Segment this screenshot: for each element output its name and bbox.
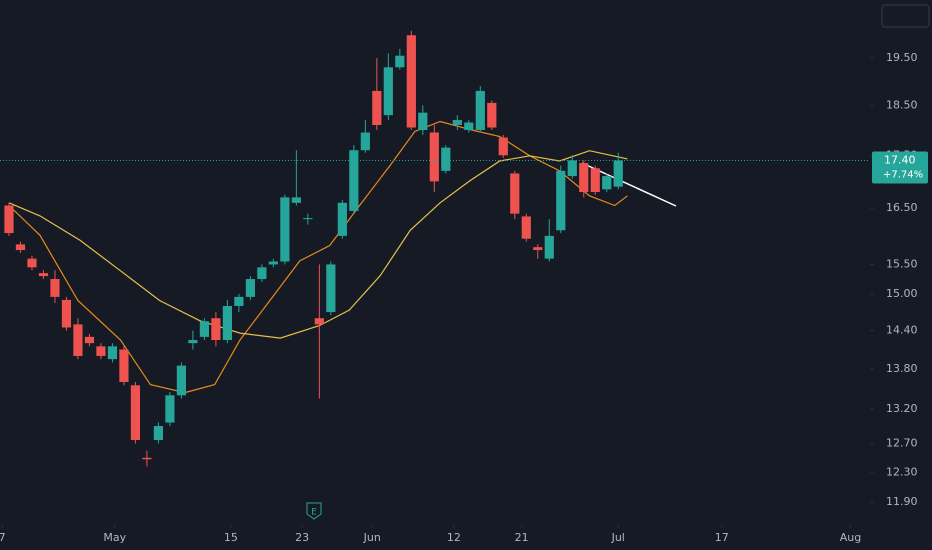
candle-body bbox=[521, 216, 531, 239]
candle-body bbox=[533, 247, 543, 251]
candle-body bbox=[165, 395, 175, 423]
candle-body bbox=[291, 197, 301, 203]
candle-body bbox=[50, 279, 60, 297]
x-tick-label: 15 bbox=[224, 531, 238, 544]
candle-body bbox=[280, 197, 290, 262]
x-tick-label: 12 bbox=[447, 531, 461, 544]
candle-body bbox=[268, 261, 278, 265]
candle-body bbox=[326, 264, 336, 313]
y-tick-label: 16.50 bbox=[886, 201, 918, 214]
moving-average bbox=[8, 150, 628, 339]
candle-body bbox=[188, 340, 198, 344]
candle-body bbox=[510, 173, 520, 214]
candle-body bbox=[142, 457, 152, 460]
candle-body bbox=[107, 346, 118, 360]
y-tick-label: 13.80 bbox=[886, 362, 918, 375]
candle-body bbox=[544, 235, 554, 259]
candle-body bbox=[498, 137, 508, 156]
candle-body bbox=[406, 35, 416, 128]
candle-body bbox=[38, 273, 49, 277]
candle-body bbox=[257, 267, 267, 280]
candle-body bbox=[96, 346, 106, 356]
y-tick-label: 19.50 bbox=[886, 51, 918, 64]
x-tick-label: 21 bbox=[515, 531, 529, 544]
candle-body bbox=[487, 102, 497, 128]
toolbar-box[interactable] bbox=[881, 4, 930, 28]
y-tick-label: 15.00 bbox=[886, 287, 918, 300]
candle-body bbox=[452, 120, 462, 126]
candle-body bbox=[84, 336, 95, 344]
candle-body bbox=[234, 296, 244, 306]
candle-body bbox=[61, 299, 72, 328]
x-tick-label: May bbox=[103, 531, 126, 544]
x-tick-label: Jul bbox=[611, 531, 625, 544]
price-change-label: +7.74% bbox=[883, 169, 923, 180]
y-tick-label: 15.50 bbox=[886, 257, 918, 270]
candle-body bbox=[176, 365, 187, 396]
candle-body bbox=[4, 205, 14, 234]
y-tick-label: 18.50 bbox=[886, 98, 918, 111]
price-label: 17.40 bbox=[884, 153, 916, 166]
candle-body bbox=[441, 147, 451, 171]
earnings-label: E bbox=[311, 508, 317, 518]
candle-body bbox=[119, 349, 129, 382]
x-tick-label: Aug bbox=[840, 531, 861, 544]
candle-body bbox=[15, 244, 26, 251]
candle-body bbox=[464, 122, 474, 130]
candle-body bbox=[27, 258, 37, 268]
candle-body bbox=[199, 321, 209, 337]
candle-body bbox=[153, 426, 164, 441]
earnings-icon[interactable] bbox=[306, 502, 322, 520]
candle-body bbox=[556, 170, 566, 231]
candle-body bbox=[383, 67, 393, 116]
candle-body bbox=[337, 202, 347, 236]
candle-body bbox=[245, 279, 255, 297]
plot bbox=[0, 30, 870, 467]
candle-body bbox=[567, 160, 577, 177]
x-tick-label: 23 bbox=[295, 531, 309, 544]
candle-body bbox=[579, 163, 589, 193]
candle-body bbox=[73, 324, 83, 356]
candle-body bbox=[349, 150, 359, 211]
y-tick-label: 11.90 bbox=[886, 495, 918, 508]
y-tick-label: 14.40 bbox=[886, 324, 918, 337]
candle-body bbox=[418, 112, 428, 130]
y-tick-label: 13.20 bbox=[886, 402, 918, 415]
candle-body bbox=[395, 55, 405, 68]
candle-body bbox=[314, 318, 324, 325]
candle-body bbox=[372, 90, 382, 126]
candle-body bbox=[429, 132, 439, 182]
candle-body bbox=[222, 305, 232, 341]
candle-body bbox=[602, 176, 612, 190]
candle-body bbox=[475, 90, 485, 130]
candle-body bbox=[130, 385, 141, 441]
x-tick-label: Jun bbox=[363, 531, 381, 544]
y-tick-label: 12.70 bbox=[886, 437, 918, 450]
price-label-box bbox=[872, 151, 928, 184]
axes: 19.5018.5017.5016.5015.5015.0014.4013.80… bbox=[0, 51, 928, 544]
x-tick-label: 17 bbox=[715, 531, 729, 544]
candle-body bbox=[360, 132, 370, 151]
candle-body bbox=[613, 160, 623, 187]
x-tick-label: 7 bbox=[0, 531, 6, 544]
candle-body bbox=[590, 168, 600, 193]
candle-body bbox=[211, 318, 221, 341]
y-tick-label: 12.30 bbox=[886, 465, 918, 478]
candle-body bbox=[303, 218, 313, 220]
